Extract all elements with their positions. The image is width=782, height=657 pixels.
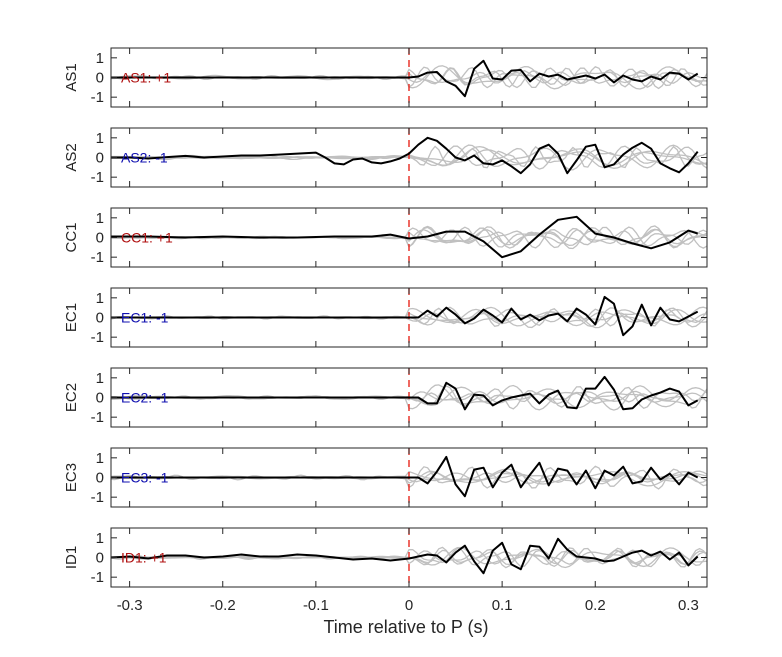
y-tick-label: 0	[96, 310, 104, 327]
panel-cc1: CC1: +1 -1 0 1 CC1	[63, 207, 708, 268]
x-axis: -0.3 -0.2 -0.1 0 0.1 0.2 0.3	[117, 597, 699, 614]
y-tick-label: 1	[96, 210, 104, 227]
waveform-line	[111, 215, 699, 259]
x-tick-label: 0.2	[585, 597, 606, 614]
waveform-line	[111, 455, 699, 498]
polarity-annotation: ID1: +1	[121, 550, 167, 566]
y-tick-label: 1	[96, 450, 104, 467]
y-tick-label: -1	[91, 249, 104, 266]
y-tick-label: -1	[91, 409, 104, 426]
panel-ec3: EC3: -1 -1 0 1 EC3	[63, 447, 708, 508]
x-tick-label: -0.3	[117, 597, 143, 614]
y-tick-label: -1	[91, 569, 104, 586]
x-tick-label: 0.3	[678, 597, 699, 614]
y-tick-label: -1	[91, 169, 104, 186]
y-axis-label: EC2	[63, 383, 80, 412]
y-axis-label: EC3	[63, 463, 80, 492]
y-tick-label: 0	[96, 70, 104, 87]
waveform-line	[111, 537, 699, 575]
waveform-line	[111, 295, 699, 337]
panel-id1: ID1: +1 -1 0 1 ID1	[63, 527, 708, 588]
polarity-annotation: CC1: +1	[121, 230, 173, 246]
y-tick-label: -1	[91, 489, 104, 506]
y-tick-label: 1	[96, 50, 104, 67]
polarity-annotation: EC1: -1	[121, 310, 169, 326]
y-axis-label: AS1	[63, 63, 80, 91]
polarity-annotation: EC3: -1	[121, 470, 169, 486]
x-tick-label: -0.2	[210, 597, 236, 614]
y-tick-label: -1	[91, 329, 104, 346]
x-tick-label: 0	[405, 597, 413, 614]
y-tick-label: 0	[96, 150, 104, 167]
waveform-line	[111, 59, 699, 98]
polarity-annotation: AS2: -1	[121, 150, 168, 166]
x-tick-label: 0.1	[492, 597, 513, 614]
x-tick-label: -0.1	[303, 597, 329, 614]
waveform-line	[111, 136, 699, 175]
waveform-line	[111, 375, 699, 411]
y-axis-label: EC1	[63, 303, 80, 332]
y-tick-label: -1	[91, 89, 104, 106]
y-tick-label: 1	[96, 290, 104, 307]
y-tick-label: 0	[96, 550, 104, 567]
y-tick-label: 0	[96, 390, 104, 407]
y-tick-label: 1	[96, 530, 104, 547]
y-tick-label: 1	[96, 130, 104, 147]
y-tick-label: 0	[96, 230, 104, 247]
y-axis-label: AS2	[63, 143, 80, 171]
y-tick-label: 1	[96, 370, 104, 387]
polarity-annotation: AS1: +1	[121, 70, 171, 86]
y-axis-label: CC1	[63, 222, 80, 252]
panel-as2: AS2: -1 -1 0 1 AS2	[63, 127, 708, 188]
y-axis-label: ID1	[63, 546, 80, 569]
x-axis-label: Time relative to P (s)	[323, 617, 488, 637]
panel-as1: AS1: +1 -1 0 1 AS1	[63, 47, 708, 108]
panel-ec2: EC2: -1 -1 0 1 EC2	[63, 367, 708, 428]
polarity-annotation: EC2: -1	[121, 390, 169, 406]
panel-ec1: EC1: -1 -1 0 1 EC1	[63, 287, 708, 348]
y-tick-label: 0	[96, 470, 104, 487]
